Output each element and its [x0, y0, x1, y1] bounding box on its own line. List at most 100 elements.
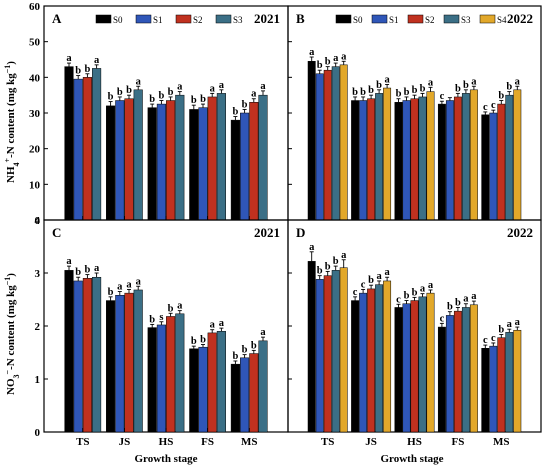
significance-letter: c [396, 294, 401, 305]
significance-letter: b [368, 275, 374, 286]
bar-s1 [489, 112, 498, 221]
significance-letter: b [191, 336, 197, 347]
bar-s0 [64, 66, 74, 221]
bar-s1 [489, 345, 498, 433]
x-tick-label: HS [407, 436, 422, 448]
bar-s3 [505, 94, 514, 221]
bar-s2 [453, 310, 462, 433]
bar-s3 [461, 307, 470, 433]
bar-s2 [124, 98, 134, 221]
significance-letter: b [75, 66, 81, 77]
significance-letter: b [75, 267, 81, 278]
significance-letter: b [455, 297, 461, 308]
significance-letter: b [404, 87, 410, 98]
significance-letter: a [126, 279, 132, 290]
significance-letter: a [309, 47, 315, 58]
bar-s4 [469, 89, 478, 221]
bar-s4 [383, 87, 392, 221]
significance-letter: c [440, 91, 445, 102]
significance-letter: c [491, 333, 496, 344]
bar-s1 [315, 73, 324, 221]
bar-s0 [230, 119, 240, 221]
significance-letter: a [210, 320, 216, 331]
significance-letter: a [66, 256, 72, 267]
bar-s0 [437, 103, 446, 221]
bar-s1 [156, 324, 166, 433]
significance-letter: b [84, 64, 90, 75]
significance-letter: b [333, 256, 339, 267]
significance-letter: b [200, 94, 206, 105]
bar-s1 [315, 279, 324, 433]
significance-letter: b [412, 287, 418, 298]
legend-label-s3: S3 [461, 15, 471, 25]
legend-label-s4: S4 [497, 15, 507, 25]
significance-letter: a [333, 53, 339, 64]
significance-letter: a [136, 76, 142, 87]
y-axis-title-bottom: NO3−-N content (mg kg−1) [3, 273, 21, 395]
bar-s3 [175, 94, 185, 221]
significance-letter: a [463, 294, 469, 305]
legend: S0 S1 S2 S3 S4 [335, 14, 507, 25]
legend-label-s3: S3 [233, 15, 243, 25]
bar-s0 [147, 107, 157, 221]
significance-letter: a [515, 76, 521, 87]
bar-s3 [216, 331, 226, 433]
significance-letter: b [360, 87, 366, 98]
y-tick-label: 60 [29, 1, 41, 13]
bar-s2 [410, 300, 419, 433]
bar-s4 [513, 89, 522, 221]
bar-s4 [339, 267, 348, 433]
significance-letter: b [117, 87, 123, 98]
bar-s4 [383, 280, 392, 433]
bar-s4 [426, 91, 435, 221]
significance-letter: b [251, 340, 257, 351]
bar-s1 [240, 357, 250, 433]
legend-swatch-s4 [479, 14, 496, 24]
legend-swatch-s3 [215, 14, 232, 24]
x-tick-label: FS [201, 436, 214, 448]
significance-letter: a [177, 82, 183, 93]
bar-s3 [418, 296, 427, 433]
bar-s1 [198, 346, 208, 433]
significance-letter: a [507, 319, 513, 330]
significance-letter: a [210, 83, 216, 94]
bar-s2 [124, 292, 134, 433]
bar-s1 [359, 292, 368, 433]
bar-s3 [175, 313, 185, 433]
bar-s1 [402, 303, 411, 433]
significance-letter: b [242, 345, 248, 356]
bar-s3 [375, 284, 384, 433]
bar-s4 [339, 64, 348, 221]
bar-s1 [156, 103, 166, 221]
bar-s2 [249, 102, 259, 221]
bar-s2 [82, 278, 92, 433]
bar-s1 [198, 107, 208, 221]
x-tick-label: MS [241, 436, 258, 448]
significance-letter: a [471, 291, 477, 302]
significance-letter: b [168, 87, 174, 98]
bar-s0 [106, 105, 116, 221]
y-tick-label: 3 [35, 268, 41, 280]
significance-letter: a [219, 80, 225, 91]
y-tick-label: 0 [35, 215, 41, 227]
bar-s3 [375, 93, 384, 221]
significance-letter: a [66, 53, 72, 64]
significance-letter: c [353, 287, 358, 298]
significance-letter: a [94, 263, 100, 274]
x-tick-label: HS [159, 436, 174, 448]
significance-letter: b [506, 82, 512, 93]
significance-letter: b [463, 80, 469, 91]
significance-letter: b [404, 291, 410, 302]
panel-letter: C [52, 225, 61, 240]
bar-s0 [307, 261, 316, 433]
significance-letter: a [177, 301, 183, 312]
significance-letter: b [84, 265, 90, 276]
significance-letter: a [309, 242, 315, 253]
significance-letter: b [325, 57, 331, 68]
bar-s3 [331, 270, 340, 433]
x-tick-label: MS [493, 436, 510, 448]
legend-label-s2: S2 [425, 15, 435, 25]
bar-s0 [481, 348, 490, 433]
